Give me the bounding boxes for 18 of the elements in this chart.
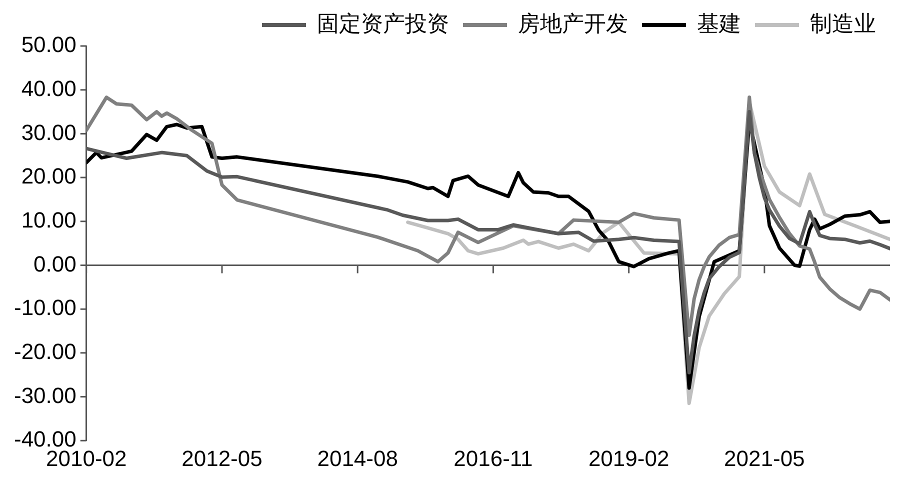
y-tick-label: 0.00	[34, 251, 76, 276]
legend-label: 基建	[697, 11, 741, 36]
y-tick-label: 20.00	[21, 164, 76, 189]
x-tick-label: 2016-11	[454, 446, 533, 471]
x-tick-label: 2012-05	[182, 446, 262, 471]
legend-label: 房地产开发	[518, 11, 628, 36]
y-tick-label: 30.00	[21, 120, 76, 145]
legend-label: 制造业	[810, 11, 876, 36]
x-tick-label: 2021-05	[724, 446, 805, 471]
y-tick-label: -30.00	[14, 382, 76, 408]
y-tick-label: -20.00	[14, 338, 76, 364]
y-tick-label: 50.00	[21, 32, 76, 58]
y-tick-label: 10.00	[21, 207, 76, 232]
legend-label: 固定资产投资	[317, 11, 449, 36]
x-tick-label: 2014-08	[317, 446, 398, 471]
y-tick-label: -10.00	[14, 295, 76, 320]
x-tick-label: 2019-02	[588, 446, 670, 471]
y-tick-label: 40.00	[21, 76, 76, 101]
